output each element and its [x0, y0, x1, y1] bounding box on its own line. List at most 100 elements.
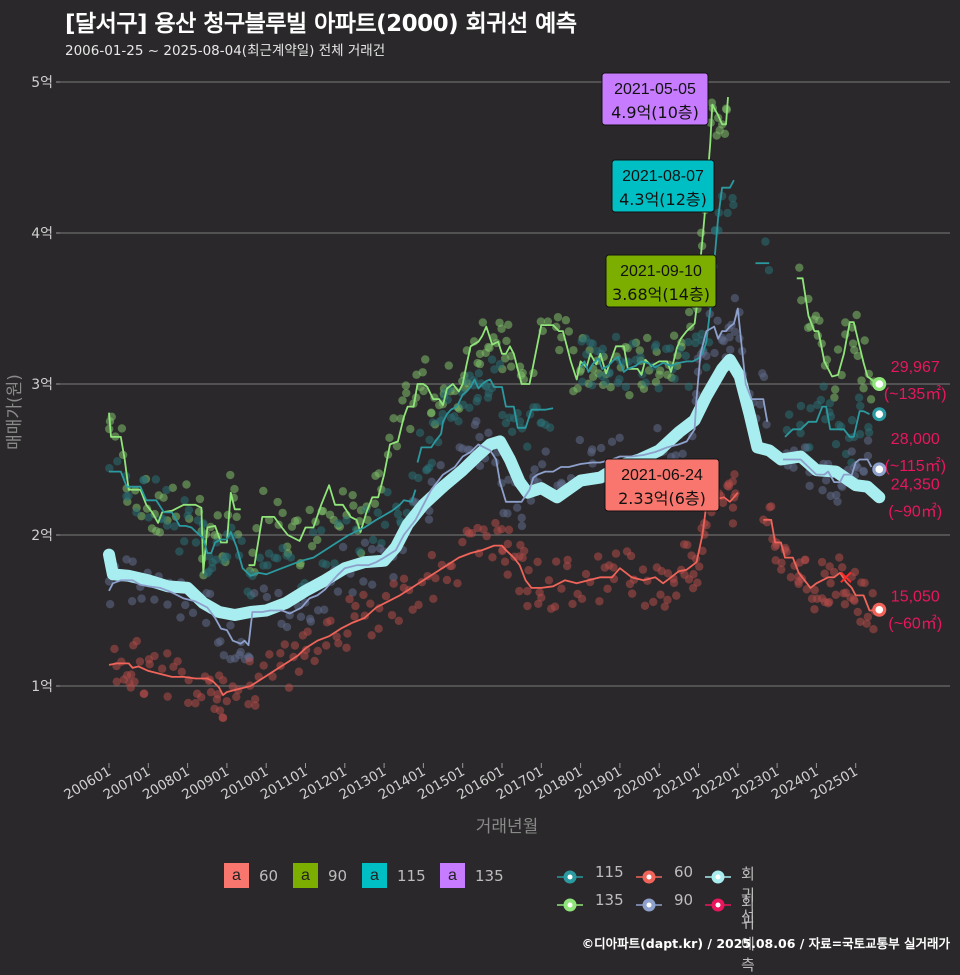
legend-series-label[interactable]: 회귀선 — [741, 865, 755, 925]
trade-point — [431, 574, 440, 583]
trade-point — [360, 538, 370, 547]
trade-point — [537, 460, 547, 469]
trade-point — [330, 559, 339, 568]
trade-point — [334, 519, 343, 528]
trade-point — [211, 555, 221, 564]
trade-point — [683, 540, 692, 550]
legend-series-label[interactable]: 115 — [595, 863, 624, 881]
trade-point — [488, 553, 497, 562]
trade-point — [338, 542, 348, 552]
trade-point — [762, 420, 771, 429]
trade-point — [729, 200, 738, 210]
trade-point — [295, 561, 305, 570]
trade-point — [786, 573, 796, 582]
y-tick-label: 3억 — [31, 377, 53, 393]
forecast-value-label: 24,350 — [891, 476, 940, 493]
trade-point — [333, 587, 343, 596]
trade-point — [641, 378, 650, 387]
trade-point — [824, 597, 834, 607]
trade-point — [800, 556, 810, 565]
series-line-90 — [783, 458, 873, 483]
trade-point — [393, 509, 403, 519]
trade-point — [373, 508, 383, 517]
trade-point — [490, 365, 499, 374]
trade-point — [777, 565, 786, 574]
trade-point — [368, 535, 378, 545]
trade-point — [561, 316, 571, 325]
trade-point — [130, 677, 139, 686]
trade-point — [216, 637, 225, 646]
trade-point — [625, 390, 634, 400]
trade-point — [276, 649, 285, 658]
trade-point — [230, 484, 239, 494]
legend-series-label[interactable]: 135 — [595, 891, 624, 909]
legend-area-item[interactable]: a 135 — [440, 863, 504, 888]
trade-point — [541, 447, 550, 456]
annotation-box-135 — [601, 72, 709, 126]
trade-point — [805, 481, 814, 491]
trade-point — [296, 612, 306, 622]
trade-point — [402, 388, 411, 398]
trade-point — [415, 428, 425, 438]
trade-point — [110, 644, 119, 654]
trade-point — [607, 437, 617, 447]
trade-point — [144, 513, 153, 522]
trade-point — [318, 506, 328, 516]
trade-point — [374, 624, 383, 633]
trade-point — [290, 641, 300, 650]
trade-point — [282, 622, 292, 632]
trade-point — [643, 333, 652, 343]
trade-point — [830, 385, 840, 394]
trade-point — [454, 417, 463, 426]
trade-point — [857, 376, 866, 385]
legend-series-label[interactable]: 90 — [674, 891, 694, 909]
trade-point — [255, 553, 265, 562]
trade-point — [536, 317, 546, 326]
trade-point — [728, 477, 737, 486]
trade-point — [789, 463, 798, 472]
trade-point — [478, 318, 488, 327]
legend-area-item[interactable]: a 90 — [293, 863, 347, 888]
trade-point — [523, 442, 532, 451]
trade-point — [689, 570, 698, 579]
legend-area-item[interactable]: a 60 — [224, 863, 278, 888]
trade-point — [458, 537, 467, 547]
trade-point — [105, 600, 115, 609]
trade-point — [810, 605, 819, 614]
series-line-115 — [109, 470, 417, 577]
trade-point — [611, 332, 621, 342]
trade-point — [195, 494, 205, 504]
trade-point — [593, 552, 603, 561]
trade-point — [406, 424, 415, 434]
trade-point — [517, 513, 526, 523]
trade-point — [598, 344, 608, 354]
trade-point — [663, 569, 673, 578]
trade-point — [863, 612, 873, 622]
annotation-price: 4.3억(12층) — [619, 190, 707, 209]
trade-point — [427, 458, 437, 468]
trade-point — [868, 589, 877, 598]
trade-point — [367, 545, 377, 554]
trade-point — [533, 557, 542, 567]
legend-series-label[interactable]: 60 — [674, 863, 694, 881]
trade-point — [389, 579, 398, 588]
legend-area-item[interactable]: a 115 — [362, 863, 426, 888]
trade-point — [603, 584, 612, 593]
trade-point — [581, 569, 591, 579]
trade-point — [483, 393, 493, 402]
trade-point — [389, 573, 398, 582]
trade-point — [348, 490, 357, 500]
trade-point — [113, 457, 122, 466]
trade-point — [303, 627, 312, 636]
trade-point — [232, 692, 241, 702]
trade-point — [818, 486, 827, 495]
trade-point — [385, 433, 394, 443]
trade-point — [227, 523, 236, 532]
trade-point — [523, 601, 532, 611]
trade-point — [313, 535, 322, 545]
trade-point — [859, 466, 868, 476]
forecast-area-label: (~115㎡) — [885, 457, 947, 475]
trade-point — [860, 578, 869, 588]
legend-area-swatch: a — [440, 863, 465, 888]
